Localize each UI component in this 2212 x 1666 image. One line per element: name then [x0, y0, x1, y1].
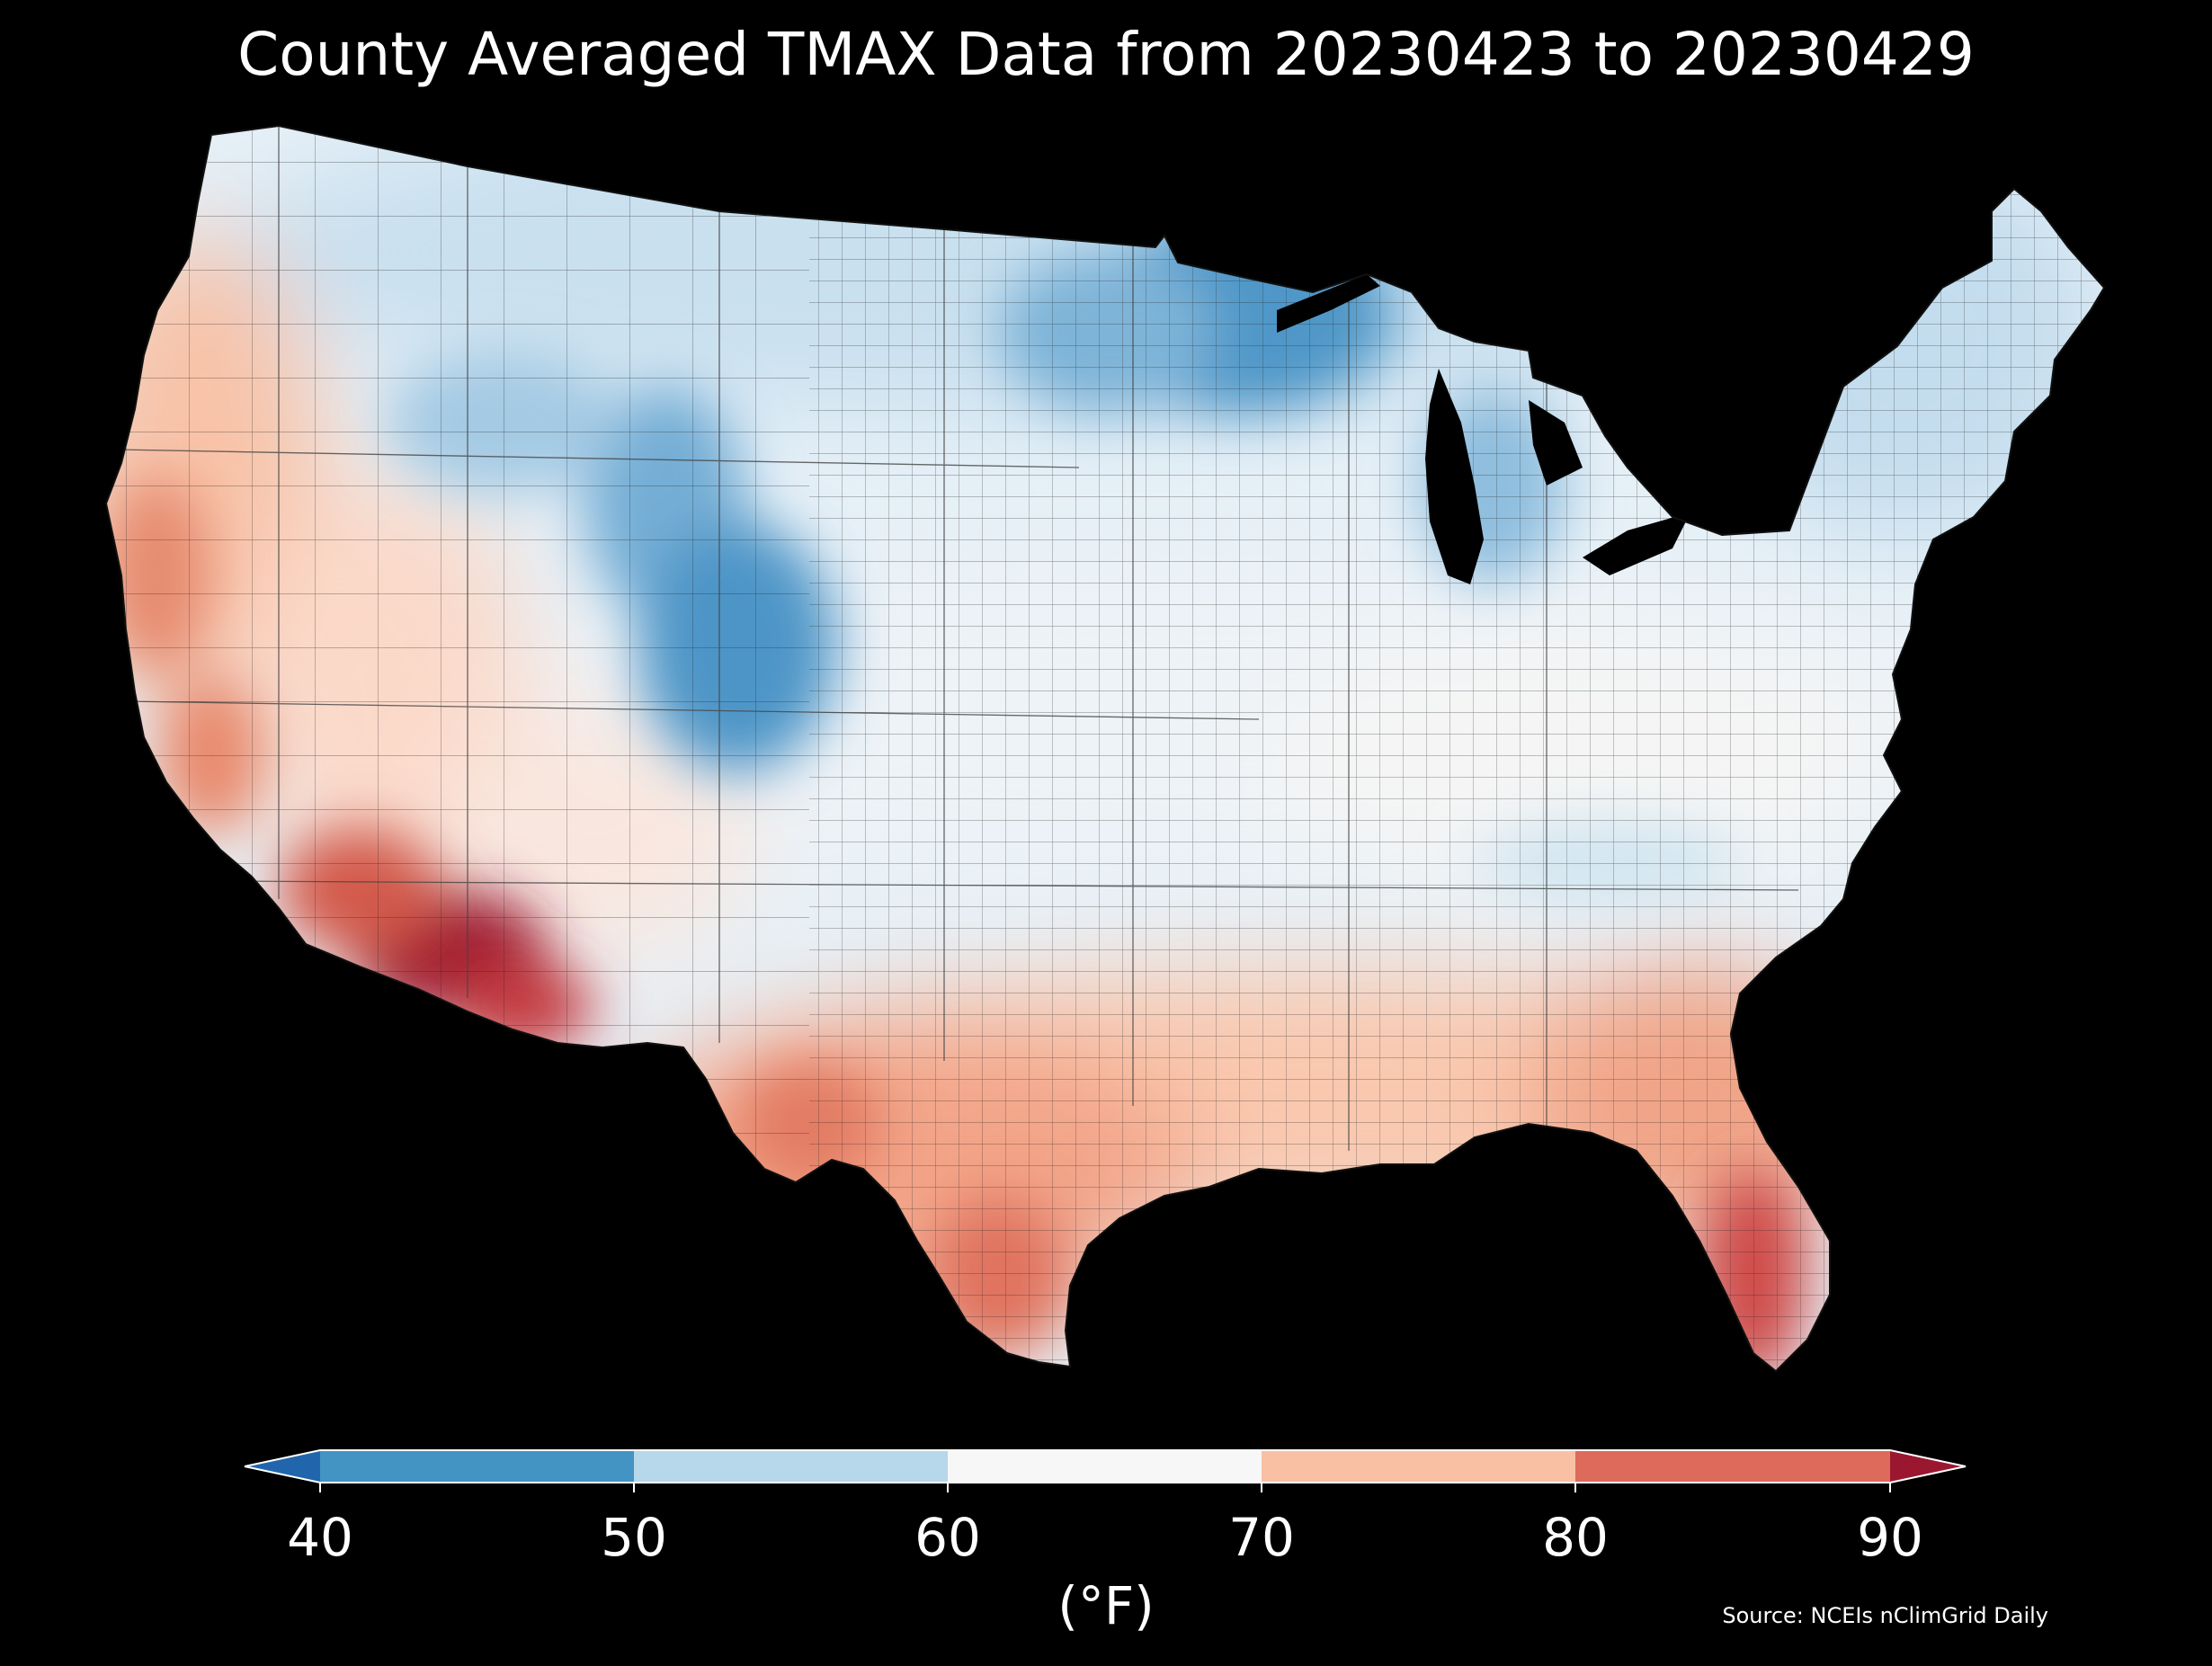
colorbar-tick-70: 70 — [1228, 1507, 1295, 1568]
colorbar-extend-low — [245, 1450, 320, 1483]
colorbar-bin-60-70 — [948, 1450, 1262, 1483]
colorbar-tick-50: 50 — [601, 1507, 667, 1568]
map-title: County Averaged TMAX Data from 20230423 … — [237, 20, 1975, 89]
colorbar — [244, 1449, 1967, 1492]
colorbar-tick-90: 90 — [1857, 1507, 1923, 1568]
colorbar-tick-60: 60 — [914, 1507, 981, 1568]
us-outline — [104, 124, 2106, 1373]
great-lakes — [1277, 274, 1762, 584]
colorbar-bin-50-60 — [634, 1450, 948, 1483]
source-credit: Source: NCEIs nClimGrid Daily — [1722, 1603, 2048, 1628]
colorbar-bin-80-90 — [1575, 1450, 1890, 1483]
colorbar-tick-40: 40 — [287, 1507, 353, 1568]
colorbar-bin-70-80 — [1262, 1450, 1575, 1483]
colorbar-extend-high — [1890, 1450, 1966, 1483]
colorbar-bin-40-50 — [320, 1450, 634, 1483]
colorbar-unit-label: (°F) — [1057, 1575, 1155, 1636]
colorbar-tick-80: 80 — [1542, 1507, 1609, 1568]
us-map — [106, 126, 2104, 1371]
state-borders — [116, 126, 1799, 1151]
